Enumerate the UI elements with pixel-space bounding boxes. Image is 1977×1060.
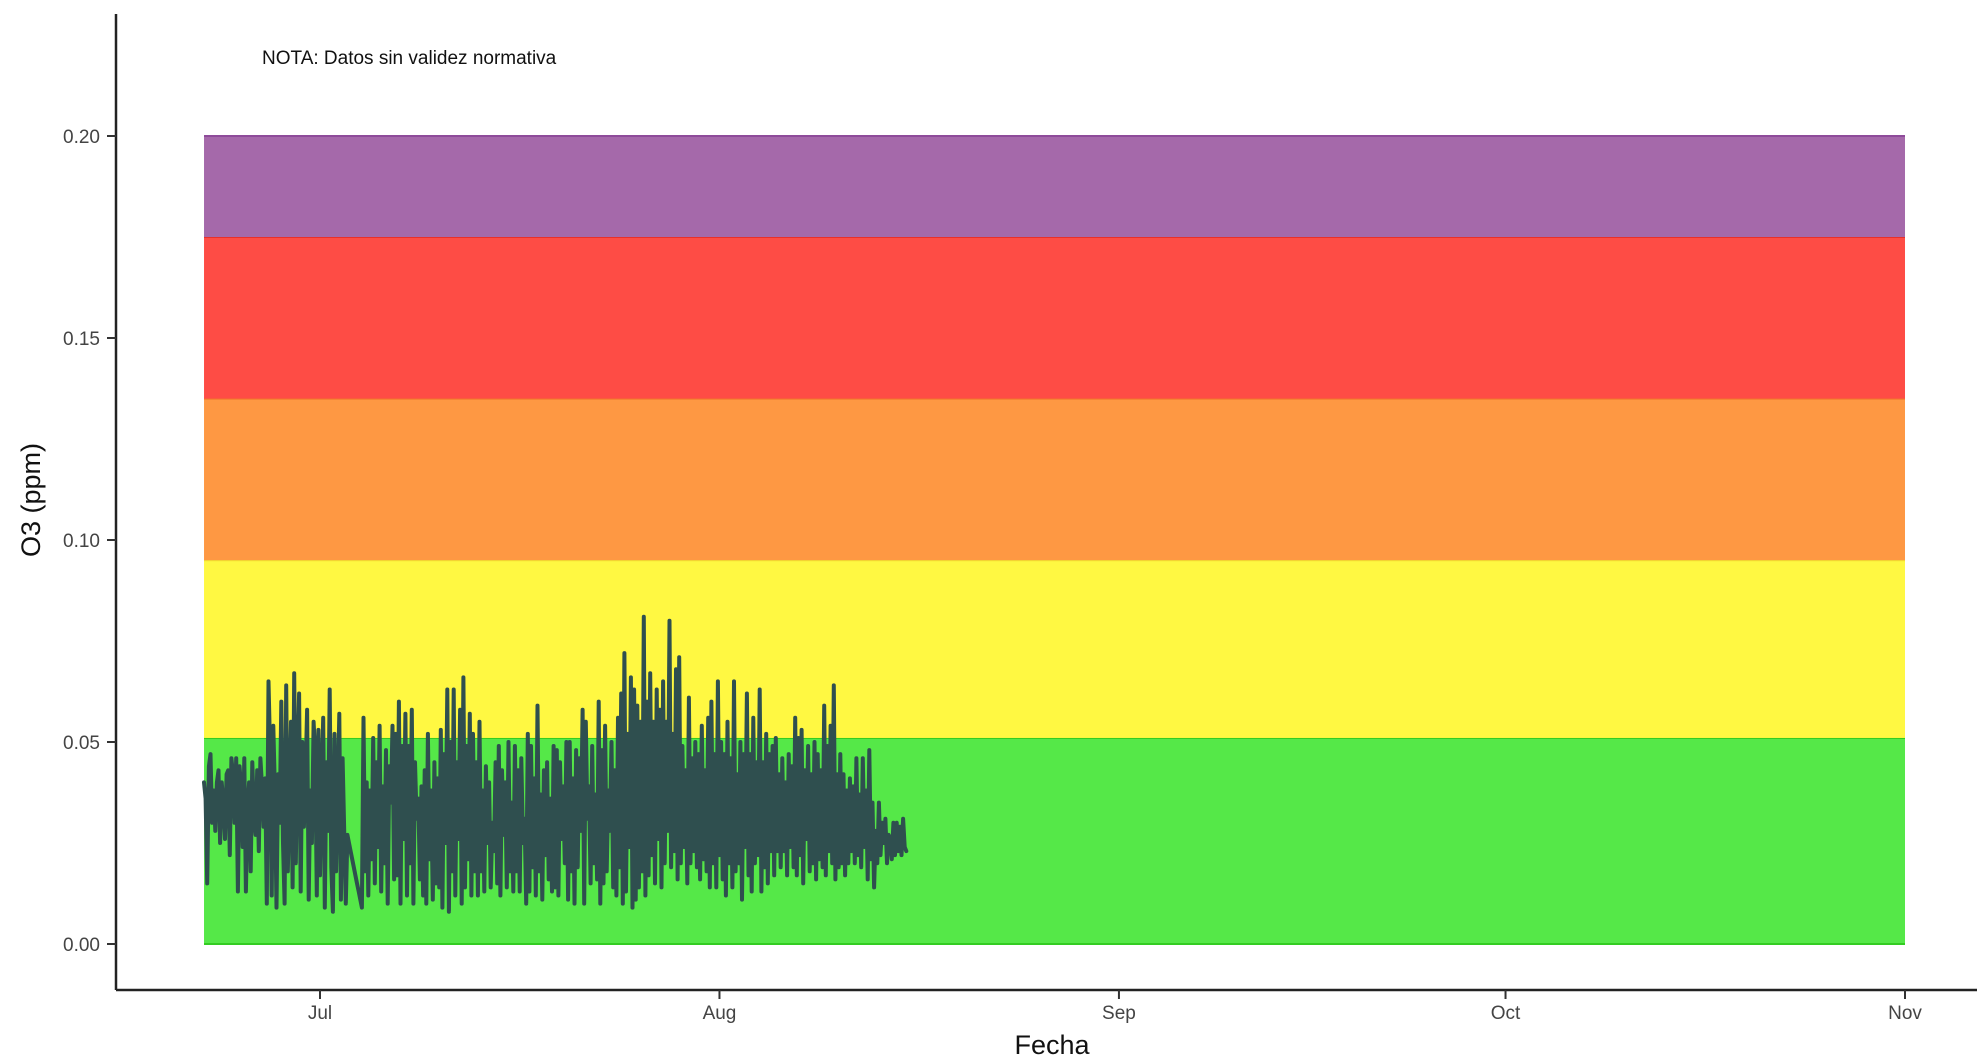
- y-tick-label: 0.20: [63, 127, 100, 148]
- x-tick-label: Sep: [1102, 1003, 1136, 1024]
- x-ticks: Jul Aug Sep Oct Nov: [308, 990, 1922, 1024]
- y-tick-label: 0.00: [63, 935, 100, 956]
- aqi-band-4: [204, 136, 1905, 237]
- x-tick-label: Nov: [1888, 1003, 1922, 1024]
- x-tick-label: Oct: [1491, 1003, 1521, 1024]
- aqi-band-1: [204, 560, 1905, 738]
- x-axis-title: Fecha: [1014, 1030, 1090, 1060]
- aqi-band-3: [204, 237, 1905, 399]
- x-tick-label: Jul: [308, 1003, 332, 1024]
- o3-series-line-0: [202, 614, 909, 914]
- series-layer: [202, 614, 909, 914]
- y-axis-title: O3 (ppm): [16, 443, 46, 557]
- y-tick-label: 0.15: [63, 329, 100, 350]
- y-tick-label: 0.05: [63, 733, 100, 754]
- chart-note: NOTA: Datos sin validez normativa: [262, 48, 557, 69]
- y-tick-label: 0.10: [63, 531, 100, 552]
- aqi-bands: [204, 135, 1905, 945]
- axes: [114, 14, 1977, 992]
- x-tick-label: Aug: [703, 1003, 737, 1024]
- y-ticks: 0.00 0.05 0.10 0.15 0.20: [63, 127, 116, 956]
- aqi-band-2: [204, 398, 1905, 561]
